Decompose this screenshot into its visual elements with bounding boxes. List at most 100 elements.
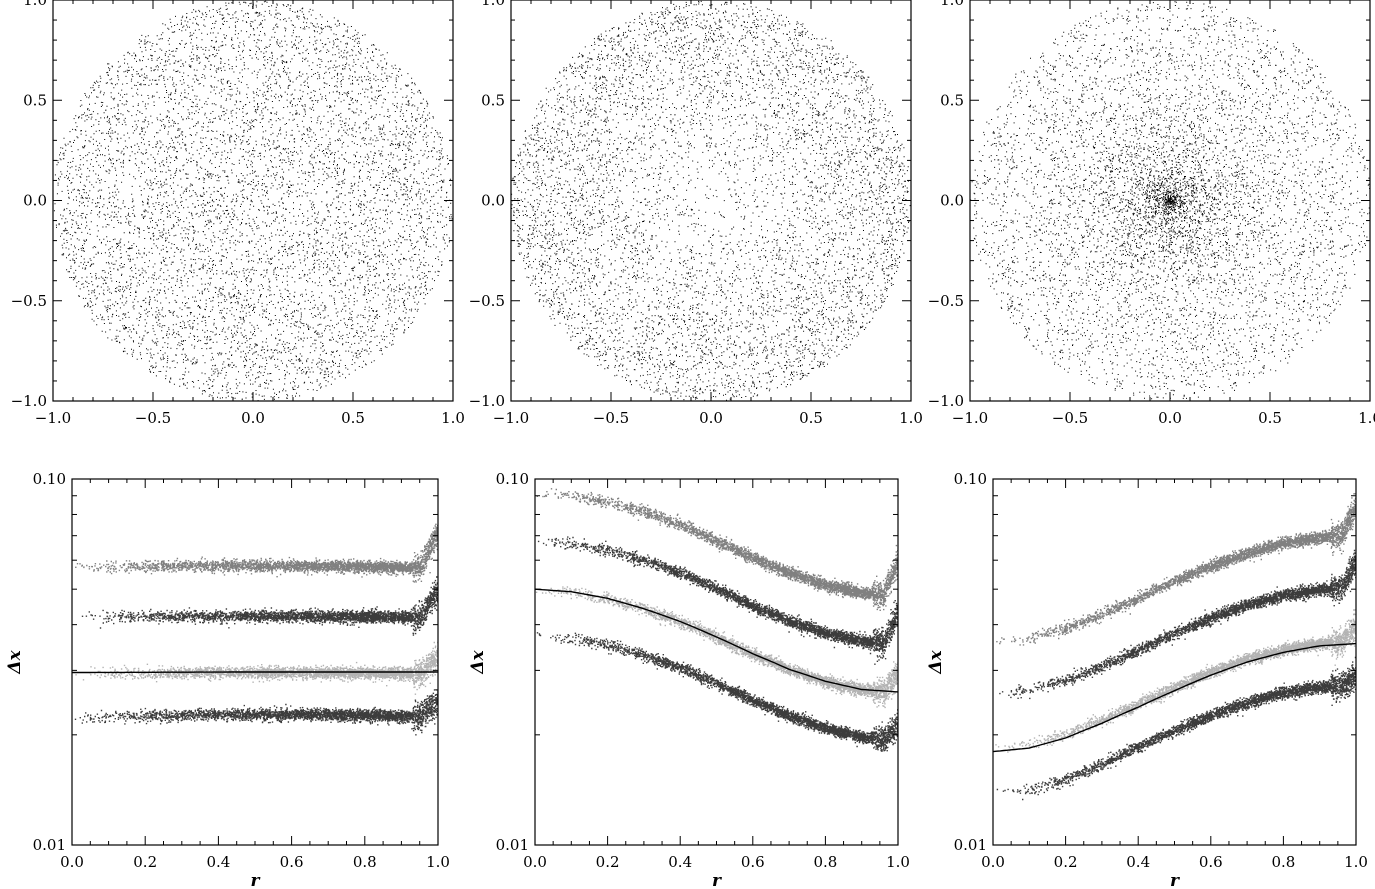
series-1 bbox=[996, 493, 1357, 646]
x-tick-label: 1.0 bbox=[441, 409, 465, 427]
x-tick-label: 1.0 bbox=[426, 853, 450, 871]
data-marks bbox=[993, 493, 1357, 800]
series-4-points bbox=[537, 632, 899, 752]
y-axis-title: Δx bbox=[926, 649, 946, 674]
y-tick-label: 0.10 bbox=[33, 470, 66, 488]
x-tick-label: 0.4 bbox=[668, 853, 692, 871]
y-tick-label: −1.0 bbox=[11, 392, 47, 410]
model-curve bbox=[72, 672, 438, 673]
x-tick-label: −1.0 bbox=[493, 409, 529, 427]
data-marks bbox=[54, 1, 454, 402]
x-tick-label: 1.0 bbox=[1358, 409, 1375, 427]
series-1-points bbox=[996, 493, 1357, 646]
series-3-points bbox=[75, 642, 439, 695]
series-4 bbox=[537, 632, 899, 752]
panel-top-left: −1.0 −0.5 0.0 0.5 1.0−1.0 −0.5 0.0 0.5 1.0 bbox=[11, 0, 465, 427]
x-tick-label: 0.5 bbox=[1258, 409, 1282, 427]
data-marks bbox=[970, 1, 1370, 399]
x-tick-label: −1.0 bbox=[952, 409, 988, 427]
x-tick-label: 1.0 bbox=[899, 409, 923, 427]
y-tick-label: −1.0 bbox=[928, 392, 964, 410]
series-4-points bbox=[997, 657, 1357, 800]
point-cloud bbox=[511, 1, 912, 402]
y-tick-label: 0.01 bbox=[954, 836, 987, 854]
data-marks bbox=[511, 1, 912, 402]
x-tick-label: 1.0 bbox=[886, 853, 910, 871]
series-3 bbox=[536, 586, 899, 708]
x-tick-label: 0.2 bbox=[133, 853, 157, 871]
x-tick-label: 0.0 bbox=[60, 853, 84, 871]
x-tick-label: 0.8 bbox=[353, 853, 377, 871]
x-tick-label: 0.2 bbox=[596, 853, 620, 871]
y-tick-label: 0.10 bbox=[496, 470, 529, 488]
x-tick-label: 0.4 bbox=[1126, 853, 1150, 871]
y-tick-label: −0.5 bbox=[469, 292, 505, 310]
y-tick-label: 0.0 bbox=[940, 192, 964, 210]
y-tick-label: 0.01 bbox=[496, 836, 529, 854]
y-axis: −1.0 −0.5 0.0 0.5 1.0 bbox=[469, 0, 911, 410]
series-4-points bbox=[75, 689, 439, 735]
x-tick-label: −0.5 bbox=[135, 409, 171, 427]
point-cloud bbox=[970, 1, 1370, 399]
x-tick-label: 0.5 bbox=[341, 409, 365, 427]
y-tick-label: 0.5 bbox=[481, 91, 505, 109]
y-tick-label: 0.0 bbox=[23, 192, 47, 210]
series-2-points bbox=[999, 550, 1357, 699]
y-tick-label: 1.0 bbox=[23, 0, 47, 9]
data-marks bbox=[72, 524, 439, 736]
axes-frame bbox=[511, 0, 911, 401]
x-tick-label: 0.6 bbox=[280, 853, 304, 871]
y-tick-label: 1.0 bbox=[940, 0, 964, 9]
series-4 bbox=[997, 657, 1357, 800]
series-3 bbox=[75, 642, 439, 695]
x-tick-label: −0.5 bbox=[1052, 409, 1088, 427]
x-tick-label: 0.8 bbox=[1271, 853, 1295, 871]
y-axis: 0.01 0.10 bbox=[33, 470, 438, 854]
x-tick-label: 0.0 bbox=[241, 409, 265, 427]
panel-top-right: −1.0 −0.5 0.0 0.5 1.0 −1.0 −0.5 0.0 0.5 1.0 bbox=[928, 0, 1375, 427]
series-2 bbox=[82, 576, 439, 636]
x-tick-label: 0.0 bbox=[981, 853, 1005, 871]
x-tick-label: 0.0 bbox=[1158, 409, 1182, 427]
panel-bottom-right: 0.0 0.2 0.4 0.6 0.8 1.0 0.01 0.10 r Δx bbox=[926, 470, 1368, 889]
x-axis-title: r bbox=[251, 871, 261, 889]
y-tick-label: −0.5 bbox=[11, 292, 47, 310]
series-1 bbox=[75, 524, 439, 583]
axes-frame bbox=[72, 479, 438, 845]
x-tick-label: 0.8 bbox=[813, 853, 837, 871]
y-axis: 0.01 0.10 bbox=[954, 470, 1356, 854]
y-axis-title: Δx bbox=[5, 649, 25, 674]
series-4 bbox=[75, 689, 439, 735]
x-tick-label: 0.0 bbox=[699, 409, 723, 427]
series-3-points bbox=[536, 586, 899, 708]
x-tick-label: 0.2 bbox=[1054, 853, 1078, 871]
panel-bottom-left: 0.0 0.2 0.4 0.6 0.8 1.0 0.01 0.10 r Δx bbox=[5, 470, 450, 889]
y-tick-label: −0.5 bbox=[928, 292, 964, 310]
y-tick-label: −1.0 bbox=[469, 392, 505, 410]
point-cloud bbox=[54, 1, 454, 402]
x-tick-label: 1.0 bbox=[1344, 853, 1368, 871]
y-tick-label: 0.5 bbox=[940, 91, 964, 109]
panel-top-middle: −1.0 −0.5 0.0 0.5 1.0−1.0 −0.5 0.0 0.5 1.0 bbox=[469, 0, 923, 427]
data-marks bbox=[535, 488, 899, 752]
model-curve bbox=[993, 644, 1356, 752]
x-axis-title: r bbox=[712, 871, 722, 889]
y-tick-label: 0.01 bbox=[33, 836, 66, 854]
x-tick-label: 0.5 bbox=[799, 409, 823, 427]
x-axis-title: r bbox=[1170, 871, 1180, 889]
series-2 bbox=[999, 550, 1357, 699]
y-tick-label: 0.5 bbox=[23, 91, 47, 109]
y-tick-label: 0.0 bbox=[481, 192, 505, 210]
series-1-points bbox=[75, 524, 439, 583]
x-tick-label: 0.6 bbox=[1199, 853, 1223, 871]
series-2-points bbox=[82, 576, 439, 636]
y-axis-title: Δx bbox=[468, 649, 488, 674]
x-tick-label: 0.4 bbox=[206, 853, 230, 871]
y-tick-label: 0.10 bbox=[954, 470, 987, 488]
y-tick-label: 1.0 bbox=[481, 0, 505, 9]
axes-frame bbox=[535, 479, 898, 845]
y-axis: −1.0 −0.5 0.0 0.5 1.0 bbox=[11, 0, 453, 410]
